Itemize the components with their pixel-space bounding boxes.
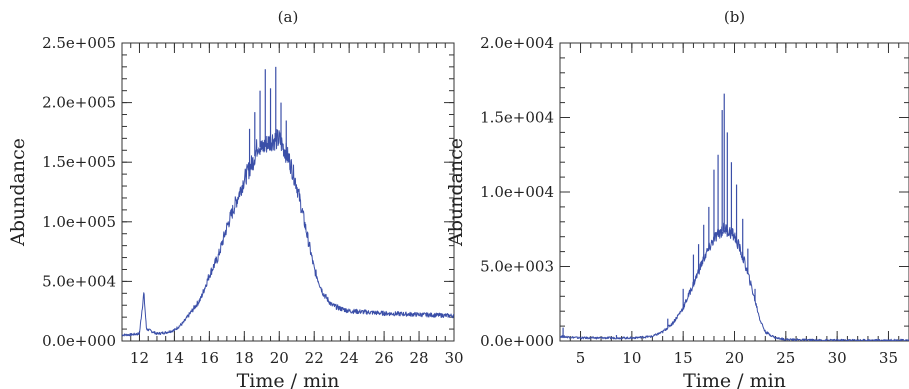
x-tick-label: 15 xyxy=(674,349,693,367)
y-tick-label: 5.0e+003 xyxy=(480,258,554,276)
panel-label-a: (a) xyxy=(278,8,299,26)
y-tick-label: 5.0e+004 xyxy=(42,272,116,290)
x-tick-label: 16 xyxy=(200,349,219,367)
y-tick-label: 0.0e+000 xyxy=(42,332,116,350)
y-tick-label: 1.5e+005 xyxy=(42,153,116,171)
x-axis-title-a: Time / min xyxy=(237,370,340,389)
tick-group-b xyxy=(559,42,909,342)
x-tick-label: 22 xyxy=(305,349,324,367)
tick-label-group-b: 5 10 15 20 25 30 35 0.0e+000 5.0e+003 1.0e+004 1.5… xyxy=(480,34,898,367)
x-tick-label: 30 xyxy=(828,349,847,367)
x-tick-label: 20 xyxy=(725,349,744,367)
tick-label-group-a: 12 14 16 18 20 22 24 26 28 30 0.0e+000 5.0e+004 1.0e… xyxy=(42,34,463,367)
x-tick-label: 12 xyxy=(130,349,149,367)
x-tick-label: 10 xyxy=(622,349,641,367)
x-tick-label: 26 xyxy=(375,349,394,367)
series-group-a xyxy=(122,66,454,337)
panel-label-b: (b) xyxy=(724,8,745,26)
series-group-b xyxy=(560,93,909,341)
x-axis-title-b: Time / min xyxy=(683,370,786,389)
plot-frame-a xyxy=(121,42,455,342)
panel-b: (b) 5 10 15 20 25 30 35 0.0e+000 5.0e+003 1.0e+00… xyxy=(445,8,909,389)
x-tick-label: 28 xyxy=(410,349,429,367)
tick-group-a xyxy=(121,42,455,342)
y-tick-label: 2.5e+005 xyxy=(42,34,116,52)
x-tick-label: 30 xyxy=(444,349,463,367)
y-tick-label: 1.0e+005 xyxy=(42,213,116,231)
x-tick-label: 18 xyxy=(235,349,254,367)
x-tick-label: 14 xyxy=(165,349,184,367)
series-line xyxy=(122,128,454,337)
x-tick-label: 20 xyxy=(270,349,289,367)
y-tick-label: 2.0e+004 xyxy=(480,34,554,52)
y-tick-label: 1.5e+004 xyxy=(480,109,554,127)
y-tick-label: 0.0e+000 xyxy=(480,332,554,350)
panel-a: (a) 12 14 16 18 20 22 24 26 28 30 0.0e+000 5.0e+004… xyxy=(7,8,464,389)
y-tick-label: 1.0e+004 xyxy=(480,183,554,201)
x-tick-label: 5 xyxy=(576,349,586,367)
y-axis-title-a: Abundance xyxy=(7,138,29,247)
x-tick-label: 24 xyxy=(340,349,359,367)
x-tick-label: 25 xyxy=(776,349,795,367)
plot-frame-b xyxy=(559,42,909,342)
series-line xyxy=(560,222,909,341)
x-tick-label: 35 xyxy=(879,349,898,367)
y-axis-title-b: Abundance xyxy=(445,138,467,247)
y-tick-label: 2.0e+005 xyxy=(42,94,116,112)
